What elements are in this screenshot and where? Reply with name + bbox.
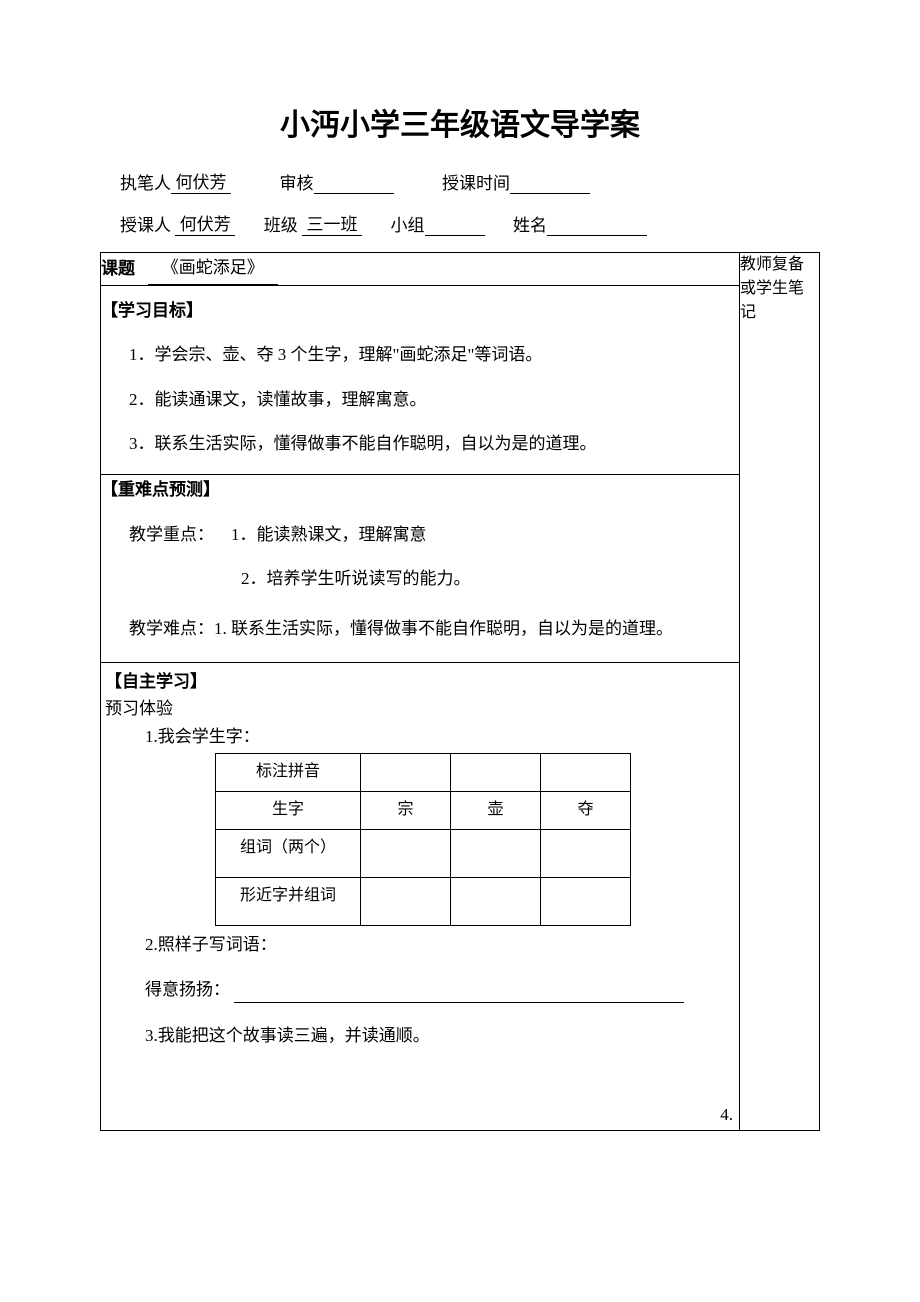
main-table: 课题 《画蛇添足》 教师复备或学生笔记 【学习目标】 1．学会宗、壶、夺 3 个… — [100, 252, 820, 1131]
pinyin-blank-1 — [361, 754, 451, 792]
focus-item-1: 1．能读熟课文，理解寓意 — [231, 525, 427, 544]
selfstudy-heading: 【自主学习】 — [105, 669, 739, 695]
char-1: 宗 — [361, 792, 451, 830]
review-label: 审核 — [280, 174, 314, 193]
char-label-pinyin: 标注拼音 — [216, 754, 361, 792]
similar-blank-3 — [541, 877, 631, 925]
writer-value: 何伏芳 — [171, 168, 231, 194]
words-blank-1 — [361, 829, 451, 877]
difficulty-line: 教学难点：1. 联系生活实际，懂得做事不能自作聪明，自以为是的道理。 — [101, 609, 739, 648]
example-label: 得意扬扬： — [145, 980, 230, 999]
words-blank-2 — [451, 829, 541, 877]
topic-label: 课题 — [101, 259, 135, 278]
char-row-words: 组词（两个） — [216, 829, 631, 877]
words-blank-3 — [541, 829, 631, 877]
review-blank — [314, 193, 394, 194]
objectives-cell: 【学习目标】 1．学会宗、壶、夺 3 个生字，理解"画蛇添足"等词语。 2．能读… — [101, 285, 740, 474]
selfstudy-cell: 【自主学习】 预习体验 1.我会学生字： 标注拼音 生字 宗 壶 夺 组词（两个… — [101, 662, 740, 1130]
name-label: 姓名 — [513, 216, 547, 235]
objectives-heading: 【学习目标】 — [101, 296, 739, 327]
writer-label: 执笔人 — [120, 174, 171, 193]
selfstudy-item3: 3.我能把这个故事读三遍，并读通顺。 — [105, 1023, 739, 1049]
class-value: 三一班 — [302, 210, 362, 236]
pinyin-blank-2 — [451, 754, 541, 792]
char-label-chars: 生字 — [216, 792, 361, 830]
char-row-chars: 生字 宗 壶 夺 — [216, 792, 631, 830]
class-label: 班级 — [264, 216, 298, 235]
char-table: 标注拼音 生字 宗 壶 夺 组词（两个） — [215, 753, 631, 926]
selfstudy-item1: 1.我会学生字： — [105, 724, 739, 750]
char-label-similar: 形近字并组词 — [216, 877, 361, 925]
lecture-time-blank — [510, 193, 590, 194]
objective-2: 2．能读通课文，读懂故事，理解寓意。 — [101, 385, 739, 416]
similar-blank-1 — [361, 877, 451, 925]
char-3: 夺 — [541, 792, 631, 830]
difficulty-text: 1. 联系生活实际，懂得做事不能自作聪明，自以为是的道理。 — [214, 619, 673, 638]
keypoints-heading: 【重难点预测】 — [101, 475, 739, 506]
selfstudy-item2-example: 得意扬扬： — [105, 977, 739, 1003]
char-2: 壶 — [451, 792, 541, 830]
similar-blank-2 — [451, 877, 541, 925]
lecturer-value: 何伏芳 — [175, 210, 235, 236]
group-label: 小组 — [391, 216, 425, 235]
header-line-1: 执笔人何伏芳 审核 授课时间 — [100, 168, 820, 194]
header-line-2: 授课人 何伏芳 班级 三一班 小组 姓名 — [100, 210, 820, 236]
topic-cell: 课题 《画蛇添足》 — [101, 253, 740, 286]
side-note-cell: 教师复备或学生笔记 — [740, 253, 820, 1131]
focus-label: 教学重点： — [129, 525, 214, 544]
selfstudy-item4: 4. — [105, 1102, 739, 1128]
example-blank — [234, 1002, 684, 1003]
selfstudy-item2: 2.照样子写词语： — [105, 932, 739, 958]
focus-item-2: 2．培养学生听说读写的能力。 — [101, 564, 739, 595]
name-blank — [547, 235, 647, 236]
preview-label: 预习体验 — [105, 696, 739, 722]
lecture-time-label: 授课时间 — [442, 174, 510, 193]
difficulty-label: 教学难点： — [129, 619, 214, 638]
objective-3: 3．联系生活实际，懂得做事不能自作聪明，自以为是的道理。 — [101, 429, 739, 460]
lecturer-label: 授课人 — [120, 216, 171, 235]
keypoints-cell: 【重难点预测】 教学重点： 1．能读熟课文，理解寓意 2．培养学生听说读写的能力… — [101, 474, 740, 662]
page-title: 小沔小学三年级语文导学案 — [100, 100, 820, 144]
pinyin-blank-3 — [541, 754, 631, 792]
group-blank — [425, 235, 485, 236]
char-row-similar: 形近字并组词 — [216, 877, 631, 925]
focus-line-1: 教学重点： 1．能读熟课文，理解寓意 — [101, 520, 739, 551]
char-label-words: 组词（两个） — [216, 829, 361, 877]
objective-1: 1．学会宗、壶、夺 3 个生字，理解"画蛇添足"等词语。 — [101, 340, 739, 371]
char-row-pinyin: 标注拼音 — [216, 754, 631, 792]
topic-value: 《画蛇添足》 — [148, 253, 278, 285]
